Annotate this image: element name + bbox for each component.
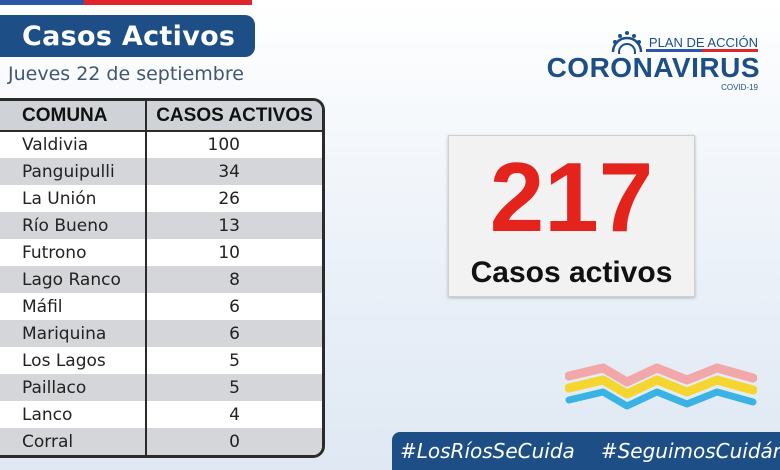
table-row: Río Bueno 13: [0, 212, 322, 239]
logo-plan-text: PLAN DE ACCIÓN: [648, 34, 758, 50]
wave-decoration: [565, 363, 757, 410]
column-header-comuna: COMUNA: [0, 101, 147, 132]
flag-strip: [0, 0, 252, 5]
comuna-cell: Río Bueno: [0, 212, 147, 239]
total-cases-card: 217 Casos activos: [448, 135, 695, 297]
hashtag-bar: #LosRíosSeCuida #SeguimosCuidándonos: [392, 432, 780, 470]
casos-cell: 13: [146, 212, 322, 239]
flag-strip-red: [84, 0, 252, 5]
table-row: Los Lagos 5: [0, 347, 322, 374]
table-row: Panguipulli 34: [0, 158, 322, 185]
casos-cell: 10: [146, 239, 322, 266]
table-row: Paillaco 5: [0, 374, 322, 401]
cases-table-grid: COMUNA CASOS ACTIVOS Valdivia 100 Pangui…: [0, 101, 322, 455]
logo-title: CORONAVIRUS: [546, 52, 760, 83]
table-row: Máfil 6: [0, 293, 322, 320]
casos-cell: 6: [146, 293, 322, 320]
table-row: Mariquina 6: [0, 320, 322, 347]
casos-cell: 8: [146, 266, 322, 293]
logo-top-row: PLAN DE ACCIÓN: [609, 30, 758, 54]
casos-cell: 34: [146, 158, 322, 185]
table-row: Lanco 4: [0, 401, 322, 428]
table-row: La Unión 26: [0, 185, 322, 212]
column-header-casos: CASOS ACTIVOS: [146, 101, 322, 132]
comuna-cell: Los Lagos: [0, 347, 147, 374]
comuna-cell: Paillaco: [0, 374, 147, 401]
virus-icon: [611, 31, 643, 54]
date-label: Jueves 22 de septiembre: [8, 63, 244, 85]
total-cases-label: Casos activos: [470, 256, 673, 289]
casos-cell: 26: [146, 185, 322, 212]
table-row: Valdivia 100: [0, 131, 322, 158]
total-cases-value: 217: [489, 142, 654, 252]
comuna-cell: Lago Ranco: [0, 266, 147, 293]
hashtag-seguimos: #SeguimosCuidándonos: [600, 439, 780, 463]
page-title: Casos Activos: [22, 20, 236, 52]
comuna-cell: Valdivia: [0, 131, 147, 158]
table-row: Lago Ranco 8: [0, 266, 322, 293]
title-banner: Casos Activos: [0, 15, 255, 57]
flag-strip-blue: [0, 0, 84, 5]
hashtag-los-rios: #LosRíosSeCuida: [400, 439, 575, 463]
casos-cell: 100: [146, 131, 322, 158]
comuna-cell: Corral: [0, 428, 147, 455]
casos-cell: 0: [146, 428, 322, 455]
logo-subtitle: COVID-19: [721, 83, 758, 92]
casos-cell: 4: [146, 401, 322, 428]
coronavirus-logo: PLAN DE ACCIÓN CORONAVIRUS COVID-19: [547, 22, 770, 92]
casos-cell: 6: [146, 320, 322, 347]
comuna-cell: Máfil: [0, 293, 147, 320]
table-header-row: COMUNA CASOS ACTIVOS: [0, 101, 322, 132]
comuna-cell: Futrono: [0, 239, 147, 266]
table-row: Corral 0: [0, 428, 322, 455]
comuna-cell: Lanco: [0, 401, 147, 428]
comuna-cell: La Unión: [0, 185, 147, 212]
comuna-cell: Mariquina: [0, 320, 147, 347]
table-row: Futrono 10: [0, 239, 322, 266]
casos-cell: 5: [146, 347, 322, 374]
comuna-cell: Panguipulli: [0, 158, 147, 185]
casos-cell: 5: [146, 374, 322, 401]
logo-underline: [646, 49, 758, 52]
cases-table: COMUNA CASOS ACTIVOS Valdivia 100 Pangui…: [0, 98, 325, 458]
